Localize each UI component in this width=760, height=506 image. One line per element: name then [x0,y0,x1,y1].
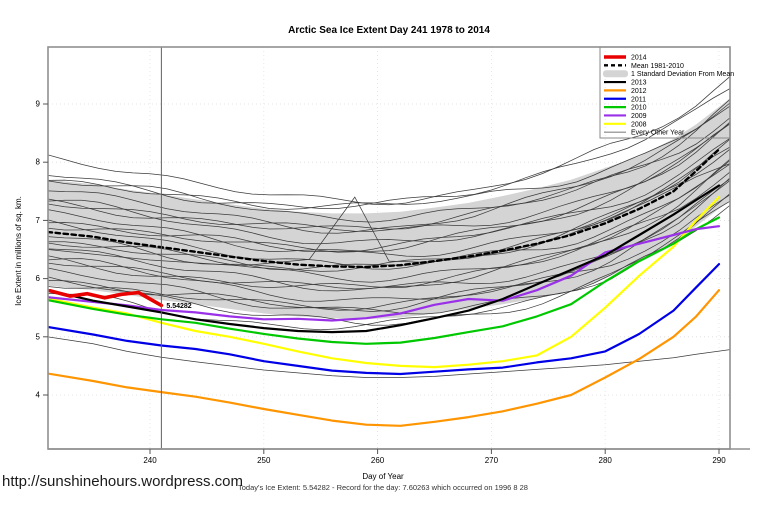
chart-title: Arctic Sea Ice Extent Day 241 1978 to 20… [288,25,490,36]
legend-label: 2010 [631,105,647,112]
y-tick-label: 7 [36,216,41,225]
year-series-lines [48,148,721,427]
series-2011 [48,263,721,376]
x-tick-label: 280 [599,456,613,465]
x-tick-label: 270 [485,456,499,465]
y-tick-label: 9 [36,100,41,109]
axes: 240 250 260 270 280 290 4 5 6 7 8 9 [36,46,750,465]
legend-label: 2012 [631,88,647,95]
legend-label: Mean 1981-2010 [631,63,684,70]
y-axis-title: Ice Extent in millions of sq. km. [14,196,23,306]
legend-label: 2014 [631,55,647,62]
legend-label: 2013 [631,80,647,87]
current-extent-value-label: 5.54282 [166,303,191,310]
series-2013 [48,184,721,334]
x-tick-label: 290 [712,456,726,465]
y-tick-label: 8 [36,158,41,167]
footer-caption: Today's Ice Extent: 5.54282 - Record for… [238,483,528,492]
x-tick-label: 240 [143,456,157,465]
series-2008 [48,196,721,369]
legend-box [599,46,731,139]
series-2014 [48,289,164,308]
legend-label: 2008 [631,121,647,128]
x-axis-title: Day of Year [362,472,404,481]
series-2012 [48,289,721,427]
legend-label: 1 Standard Deviation From Mean [631,71,734,78]
series-2009 [48,225,721,322]
site-url: http://sunshinehours.wordpress.com [2,473,243,490]
series-mean-1981-2010 [48,148,721,269]
lowest-year-line [48,336,730,378]
x-tick-label: 260 [371,456,385,465]
x-tick-label: 250 [257,456,271,465]
plot-border [47,46,731,450]
series-2010 [48,216,721,345]
y-tick-label: 4 [36,391,41,400]
legend-label: 2011 [631,96,646,103]
y-tick-label: 5 [36,332,41,341]
legend-label: Every Other Year [631,130,685,137]
y-tick-label: 6 [36,274,41,283]
legend-label: 2009 [631,113,647,120]
legend-swatch-band [603,70,628,78]
